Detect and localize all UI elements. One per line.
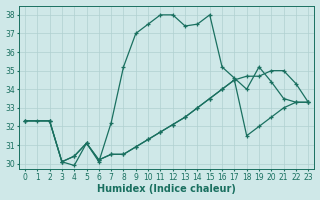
X-axis label: Humidex (Indice chaleur): Humidex (Indice chaleur) — [97, 184, 236, 194]
